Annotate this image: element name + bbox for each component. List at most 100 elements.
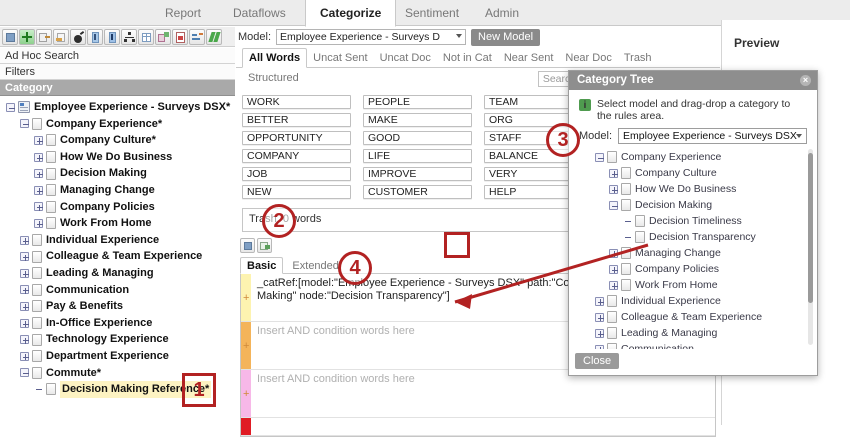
expand-icon[interactable]	[609, 168, 618, 178]
sidebar-tree-node[interactable]: Company Experience*	[0, 116, 235, 133]
word-chip[interactable]: LIFE	[363, 149, 472, 163]
sidebar-tree-node[interactable]: In-Office Experience	[0, 315, 235, 332]
add-condition-icon[interactable]: +	[243, 339, 250, 352]
tab-dataflows[interactable]: Dataflows	[233, 6, 286, 20]
sidebar-tree-node[interactable]: How We Do Business	[0, 149, 235, 166]
chart-icon[interactable]	[155, 28, 171, 45]
sidebar-tree-node[interactable]: Colleague & Team Experience	[0, 248, 235, 265]
expand-icon[interactable]	[20, 318, 29, 328]
dialog-tree-scrollbar[interactable]	[808, 149, 813, 345]
rule-condition-input[interactable]	[251, 418, 715, 435]
dialog-tree-node[interactable]: Colleague & Team Experience	[577, 309, 811, 325]
collapse-icon[interactable]	[6, 102, 15, 112]
word-chip[interactable]: NEW	[242, 185, 351, 199]
save-rules-icon[interactable]	[240, 237, 255, 253]
sidebar-tree-node[interactable]: Decision Making	[0, 165, 235, 182]
rule-color-swatch[interactable]	[241, 418, 251, 435]
dialog-tree-node[interactable]: Company Experience	[577, 149, 811, 165]
expand-icon[interactable]	[609, 184, 618, 194]
new-model-button[interactable]: New Model	[471, 28, 541, 46]
dialog-tree-node[interactable]: Work From Home	[577, 277, 811, 293]
bomb-icon[interactable]	[70, 28, 86, 45]
sidebar-section-category[interactable]: Category	[0, 80, 235, 96]
tab-extended[interactable]: Extended	[292, 260, 339, 272]
word-chip[interactable]: VERY	[484, 167, 593, 181]
rule-color-swatch[interactable]: +	[241, 370, 251, 417]
model-dropdown[interactable]: Employee Experience - Surveys D	[276, 29, 467, 45]
expand-icon[interactable]	[595, 312, 604, 322]
add-condition-icon[interactable]: +	[243, 387, 250, 400]
word-chip[interactable]: TEAM	[484, 95, 593, 109]
dialog-tree-node[interactable]: Communication	[577, 341, 811, 349]
tab-basic[interactable]: Basic	[240, 257, 284, 274]
sidebar-tree-node[interactable]: Company Culture*	[0, 132, 235, 149]
expand-icon[interactable]	[34, 202, 43, 212]
grid-icon[interactable]	[138, 28, 154, 45]
expand-icon[interactable]	[595, 344, 604, 349]
dialog-tree-node[interactable]: Leading & Managing	[577, 325, 811, 341]
import-icon[interactable]	[53, 28, 69, 45]
sidebar-tree-node[interactable]: Leading & Managing	[0, 265, 235, 282]
expand-icon[interactable]	[34, 218, 43, 228]
word-chip[interactable]: CUSTOMER	[363, 185, 472, 199]
collapse-icon[interactable]	[20, 119, 29, 129]
word-tab-structured[interactable]: Structured	[248, 72, 299, 84]
dialog-tree-node[interactable]: Company Policies	[577, 261, 811, 277]
collapse-icon[interactable]	[20, 368, 29, 378]
down-arrow-icon[interactable]	[104, 28, 120, 45]
dialog-model-dropdown[interactable]: Employee Experience - Surveys DSX	[618, 128, 807, 144]
word-chip[interactable]: BETTER	[242, 113, 351, 127]
expand-icon[interactable]	[34, 135, 43, 145]
word-tab-trash[interactable]: Trash	[623, 52, 652, 64]
sidebar-tree-node[interactable]: Individual Experience	[0, 232, 235, 249]
sidebar-section-adhoc-search[interactable]: Ad Hoc Search	[0, 48, 235, 64]
word-tab-near-doc[interactable]: Near Doc	[565, 52, 612, 64]
expand-icon[interactable]	[20, 252, 29, 262]
expand-icon[interactable]	[20, 351, 29, 361]
expand-icon[interactable]	[595, 296, 604, 306]
collapse-icon[interactable]	[609, 200, 618, 210]
word-tab-uncat-sent[interactable]: Uncat Sent	[313, 52, 368, 64]
sidebar-tree-node[interactable]: Commute*	[0, 365, 235, 382]
expand-icon[interactable]	[20, 268, 29, 278]
export-icon[interactable]	[36, 28, 52, 45]
sidebar-tree-node[interactable]: Work From Home	[0, 215, 235, 232]
tab-categorize[interactable]: Categorize	[305, 0, 397, 27]
sidebar-tree-node[interactable]: Communication	[0, 282, 235, 299]
dialog-tree-node[interactable]: Decision Timeliness	[577, 213, 811, 229]
sidebar-tree-node[interactable]: Department Experience	[0, 348, 235, 365]
expand-icon[interactable]	[595, 328, 604, 338]
word-chip[interactable]: JOB	[242, 167, 351, 181]
word-tab-uncat-doc[interactable]: Uncat Doc	[379, 52, 431, 64]
add-icon[interactable]	[19, 28, 35, 45]
rule-color-swatch[interactable]: +	[241, 274, 251, 321]
add-condition-icon[interactable]: +	[243, 291, 250, 304]
sidebar-tree-node[interactable]: Company Policies	[0, 199, 235, 216]
export-tree-icon[interactable]	[257, 237, 272, 253]
expand-icon[interactable]	[609, 248, 618, 258]
word-chip[interactable]: GOOD	[363, 131, 472, 145]
word-chip[interactable]: WORK	[242, 95, 351, 109]
expand-icon[interactable]	[20, 235, 29, 245]
word-tab-near-sent[interactable]: Near Sent	[503, 52, 554, 64]
expand-icon[interactable]	[34, 169, 43, 179]
sidebar-tree-node[interactable]: Employee Experience - Surveys DSX*	[0, 99, 235, 116]
dialog-tree-node[interactable]: Decision Transparency	[577, 229, 811, 245]
word-chip[interactable]: IMPROVE	[363, 167, 472, 181]
tab-report[interactable]: Report	[165, 6, 202, 20]
word-chip[interactable]: PEOPLE	[363, 95, 472, 109]
expand-icon[interactable]	[34, 152, 43, 162]
collapse-icon[interactable]	[595, 152, 604, 162]
list-icon[interactable]	[189, 28, 205, 45]
dialog-tree-node[interactable]: How We Do Business	[577, 181, 811, 197]
expand-icon[interactable]	[20, 301, 29, 311]
expand-icon[interactable]	[34, 185, 43, 195]
word-chip[interactable]: OPPORTUNITY	[242, 131, 351, 145]
sidebar-tree-node[interactable]: Managing Change	[0, 182, 235, 199]
pdf-icon[interactable]	[172, 28, 188, 45]
rule-condition-input[interactable]: Insert AND condition words here	[257, 325, 415, 337]
tab-sentiment[interactable]: Sentiment	[405, 6, 460, 20]
word-chip[interactable]: HELP	[484, 185, 593, 199]
sidebar-tree-node[interactable]: Technology Experience	[0, 331, 235, 348]
word-tab-all-words[interactable]: All Words	[242, 48, 308, 68]
